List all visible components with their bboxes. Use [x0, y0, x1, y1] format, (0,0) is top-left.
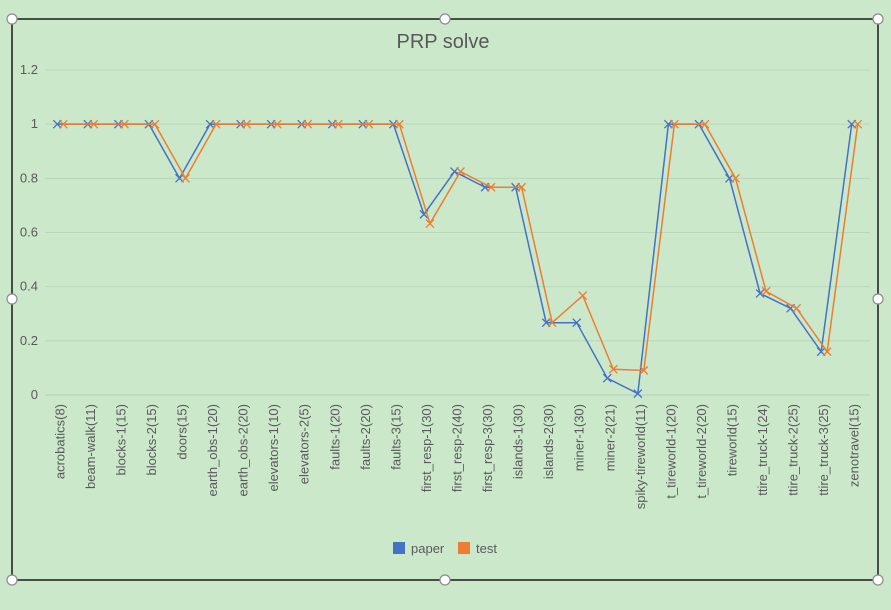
data-point-test — [364, 119, 374, 129]
x-tick-label: earth_obs-1(20) — [205, 404, 220, 497]
x-tick-label: faults-2(20) — [358, 404, 373, 470]
data-point-test — [272, 119, 282, 129]
data-point-test — [486, 182, 496, 192]
x-tick-label: blocks-1(15) — [113, 404, 128, 476]
y-tick-label: 1 — [31, 116, 38, 131]
data-point-paper — [602, 373, 612, 383]
resize-handle[interactable] — [872, 574, 884, 586]
x-tick-label: islands-1(30) — [511, 404, 526, 479]
data-point-test — [150, 119, 160, 129]
x-tick-label: acrobatics(8) — [52, 404, 67, 479]
y-tick-label: 0.6 — [20, 225, 38, 240]
x-tick-label: faults-3(15) — [388, 404, 403, 470]
resize-handle[interactable] — [872, 293, 884, 305]
y-tick-label: 0.4 — [20, 279, 38, 294]
data-point-test — [211, 119, 221, 129]
x-tick-label: ttire_truck-2(25) — [786, 404, 801, 496]
data-point-test — [608, 364, 618, 374]
x-tick-label: spiky-tireworld(11) — [633, 404, 648, 509]
data-point-test — [456, 167, 465, 177]
x-tick-label: first_resp-2(40) — [450, 404, 465, 492]
x-tick-label: earth_obs-2(20) — [236, 404, 251, 497]
data-point-test — [822, 347, 832, 357]
chart-title: PRP solve — [396, 31, 489, 53]
x-tick-label: faults-1(20) — [327, 404, 342, 470]
x-tick-label: first_resp-1(30) — [419, 404, 434, 492]
x-tick-label: ttire_truck-1(24) — [755, 404, 770, 496]
y-tick-label: 0.8 — [20, 170, 38, 185]
resize-handle[interactable] — [872, 13, 884, 25]
data-point-test — [58, 119, 68, 129]
y-tick-label: 1.2 — [20, 62, 38, 77]
data-point-test — [700, 119, 710, 129]
x-tick-label: islands-2(30) — [541, 404, 556, 479]
data-point-test — [119, 119, 129, 129]
data-point-paper — [633, 389, 643, 399]
resize-handle[interactable] — [439, 574, 451, 586]
data-point-test — [303, 119, 313, 129]
data-point-test — [425, 219, 435, 229]
x-tick-label: first_resp-3(30) — [480, 404, 495, 492]
x-tick-label: blocks-2(15) — [144, 404, 159, 476]
x-tick-label: zenotravel(15) — [847, 404, 862, 487]
legend-label-test: test — [476, 541, 497, 556]
series-line-paper — [57, 123, 853, 395]
series-line-test — [63, 123, 859, 372]
legend-label-paper: paper — [411, 541, 445, 556]
data-point-paper — [572, 318, 582, 328]
x-tick-label: miner-1(30) — [572, 404, 587, 471]
data-point-test — [394, 119, 404, 129]
resize-handle[interactable] — [6, 574, 18, 586]
y-tick-label: 0.2 — [20, 333, 38, 348]
data-point-test — [89, 119, 99, 129]
chart-border — [11, 18, 879, 581]
data-point-test — [792, 303, 802, 313]
x-tick-label: miner-2(21) — [602, 404, 617, 471]
data-point-test — [333, 119, 343, 129]
legend-swatch-test — [458, 542, 470, 554]
x-tick-label: beam-walk(11) — [83, 404, 98, 489]
resize-handle[interactable] — [439, 13, 451, 25]
x-tick-label: t_tireworld-2(20) — [694, 404, 709, 499]
x-tick-label: doors(15) — [175, 404, 190, 460]
data-point-test — [669, 119, 679, 129]
x-tick-label: elevators-2(5) — [297, 404, 312, 484]
y-tick-label: 0 — [31, 387, 38, 402]
x-tick-label: ttire_truck-3(25) — [816, 404, 831, 496]
data-point-test — [242, 119, 252, 129]
resize-handle[interactable] — [6, 293, 18, 305]
data-point-test — [578, 291, 588, 301]
data-point-test — [853, 119, 863, 129]
data-point-paper — [755, 288, 765, 298]
data-point-test — [639, 365, 649, 375]
data-point-test — [547, 318, 557, 328]
x-tick-label: t_tireworld-1(20) — [663, 404, 678, 499]
data-point-test — [731, 173, 740, 183]
data-point-test — [761, 286, 771, 296]
x-tick-label: tireworld(15) — [725, 404, 740, 476]
data-point-test — [517, 182, 527, 192]
x-tick-label: elevators-1(10) — [266, 404, 281, 491]
resize-handle[interactable] — [6, 13, 18, 25]
data-point-test — [181, 173, 190, 183]
legend-swatch-paper — [393, 542, 405, 554]
